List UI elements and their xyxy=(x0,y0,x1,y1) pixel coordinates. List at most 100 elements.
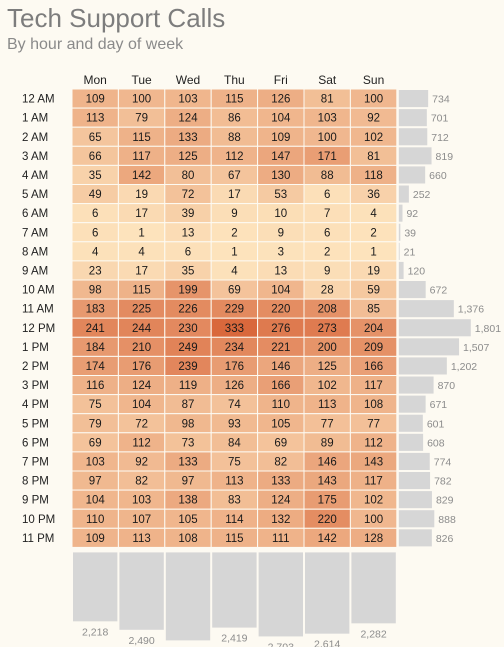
cell-value: 7 xyxy=(324,208,330,220)
cell-value: 4 xyxy=(92,246,99,258)
row-label: 2 PM xyxy=(22,361,49,373)
cell-value: 108 xyxy=(178,533,197,545)
cell-value: 109 xyxy=(86,94,105,106)
row-label: 12 AM xyxy=(22,94,55,106)
row-total-label: 870 xyxy=(438,380,456,392)
cell-value: 75 xyxy=(89,399,102,411)
cell-value: 36 xyxy=(367,189,380,201)
cell-value: 226 xyxy=(178,304,197,316)
col-label-mon: Mon xyxy=(84,73,107,87)
cell-value: 183 xyxy=(86,304,105,316)
cell-value: 98 xyxy=(182,418,195,430)
row-total-bar xyxy=(398,510,435,528)
cell-value: 115 xyxy=(225,533,243,545)
cell-value: 176 xyxy=(132,361,151,373)
row-label: 3 PM xyxy=(22,380,49,392)
cell-value: 79 xyxy=(135,113,148,125)
cell-value: 104 xyxy=(132,399,152,411)
row-total-label: 252 xyxy=(413,189,431,201)
row-total-label: 1,376 xyxy=(458,304,484,316)
row-total-label: 21 xyxy=(404,246,416,258)
col-label-thu: Thu xyxy=(224,73,245,87)
cell-value: 130 xyxy=(271,170,290,182)
cell-value: 117 xyxy=(364,380,382,392)
cell-value: 19 xyxy=(135,189,148,201)
cell-value: 116 xyxy=(86,380,104,392)
cell-value: 126 xyxy=(271,94,290,106)
cell-value: 67 xyxy=(228,170,241,182)
col-total-label: 2,490 xyxy=(128,635,154,647)
cell-value: 102 xyxy=(318,380,337,392)
row-label: 2 AM xyxy=(22,132,48,144)
cell-value: 110 xyxy=(272,399,290,411)
cell-value: 1 xyxy=(370,246,376,258)
row-total-label: 1,507 xyxy=(463,342,489,354)
col-total-bar xyxy=(119,552,164,630)
cell-value: 102 xyxy=(364,132,383,144)
cell-value: 229 xyxy=(225,304,244,316)
row-total-bar xyxy=(398,90,429,108)
row-total-label: 774 xyxy=(434,456,452,468)
cell-value: 59 xyxy=(367,285,380,297)
cell-value: 115 xyxy=(225,94,243,106)
col-total-label: 2,282 xyxy=(360,628,386,640)
row-total-bar xyxy=(398,109,427,127)
cell-value: 3 xyxy=(278,246,284,258)
cell-value: 100 xyxy=(132,94,151,106)
cell-value: 184 xyxy=(86,342,106,354)
col-total-label: 2,419 xyxy=(221,633,247,645)
cell-value: 112 xyxy=(225,151,243,163)
col-total-bar xyxy=(305,552,350,634)
heatmap-cell xyxy=(349,527,398,548)
cell-value: 83 xyxy=(228,495,241,507)
cell-value: 88 xyxy=(321,170,334,182)
cell-value: 86 xyxy=(228,113,241,125)
cell-value: 81 xyxy=(367,151,380,163)
cell-value: 221 xyxy=(271,342,290,354)
row-label: 3 AM xyxy=(22,151,48,163)
cell-value: 1 xyxy=(138,227,144,239)
row-label: 7 PM xyxy=(22,456,49,468)
row-total-bar xyxy=(398,281,426,299)
cell-value: 100 xyxy=(364,94,383,106)
cell-value: 72 xyxy=(182,189,195,201)
cell-value: 4 xyxy=(138,246,145,258)
cell-value: 6 xyxy=(92,227,98,239)
row-label: 9 AM xyxy=(22,265,48,277)
col-total-bar xyxy=(73,552,118,622)
cell-value: 109 xyxy=(271,132,290,144)
cell-value: 209 xyxy=(364,342,383,354)
row-total-bar xyxy=(398,128,428,146)
cell-value: 39 xyxy=(182,208,195,220)
cell-value: 9 xyxy=(231,208,237,220)
col-total-label: 2,614 xyxy=(314,639,340,647)
cell-value: 115 xyxy=(132,285,150,297)
cell-value: 23 xyxy=(89,265,102,277)
row-total-label: 712 xyxy=(431,132,449,144)
row-total-bar xyxy=(398,395,426,413)
cell-value: 103 xyxy=(86,456,105,468)
cell-value: 81 xyxy=(321,94,334,106)
row-label: 11 PM xyxy=(22,533,54,545)
cell-value: 98 xyxy=(89,285,102,297)
row-label: 1 PM xyxy=(22,342,49,354)
cell-value: 119 xyxy=(179,380,197,392)
cell-value: 4 xyxy=(231,265,238,277)
cell-value: 171 xyxy=(318,151,337,163)
cell-value: 210 xyxy=(132,342,151,354)
row-total-label: 826 xyxy=(436,533,454,545)
cell-value: 2 xyxy=(324,246,330,258)
col-total-bar xyxy=(212,552,257,628)
row-label: 5 PM xyxy=(22,418,49,430)
cell-value: 133 xyxy=(178,132,197,144)
cell-value: 124 xyxy=(178,113,198,125)
row-label: 10 PM xyxy=(22,514,55,526)
row-total-label: 660 xyxy=(429,170,447,182)
col-label-wed: Wed xyxy=(176,73,200,87)
row-total-bar xyxy=(398,242,400,260)
row-label: 6 PM xyxy=(22,437,49,449)
cell-value: 35 xyxy=(182,265,195,277)
cell-value: 133 xyxy=(271,476,290,488)
cell-value: 199 xyxy=(178,285,197,297)
